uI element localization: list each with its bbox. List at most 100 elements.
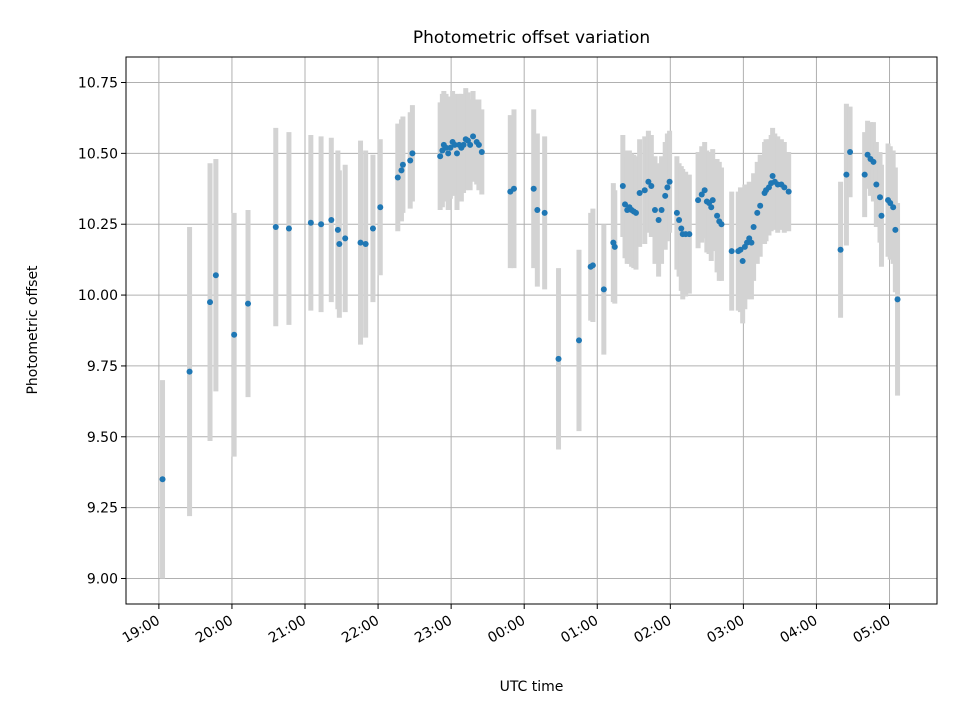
- data-point: [666, 178, 673, 185]
- data-point: [847, 148, 854, 155]
- data-point: [407, 157, 414, 164]
- y-tick-label: 10.50: [78, 146, 118, 162]
- data-point: [785, 188, 792, 195]
- y-tick-label: 9.00: [87, 571, 118, 587]
- data-point: [575, 337, 582, 344]
- y-axis-label: Photometric offset: [25, 265, 41, 395]
- data-point: [698, 191, 705, 198]
- data-point: [709, 197, 716, 204]
- data-point: [664, 184, 671, 191]
- data-point: [447, 144, 454, 151]
- data-point: [737, 246, 744, 253]
- data-point: [750, 224, 757, 231]
- data-point: [619, 182, 626, 189]
- data-point: [555, 355, 562, 362]
- data-point: [342, 235, 349, 242]
- data-point: [701, 187, 708, 194]
- data-point: [645, 178, 652, 185]
- data-point: [636, 190, 643, 197]
- data-point: [757, 202, 764, 209]
- data-point: [894, 296, 901, 303]
- data-point: [460, 141, 467, 148]
- data-point: [622, 201, 629, 208]
- data-point: [398, 167, 405, 174]
- data-point: [870, 158, 877, 165]
- data-point: [231, 331, 238, 338]
- data-point: [754, 209, 761, 216]
- data-point: [589, 262, 596, 269]
- data-point: [714, 212, 721, 219]
- y-tick-label: 9.50: [87, 430, 118, 446]
- data-point: [285, 225, 292, 232]
- data-point: [212, 272, 219, 279]
- data-point: [887, 199, 894, 206]
- data-point: [451, 141, 458, 148]
- y-tick-label: 9.25: [87, 501, 118, 517]
- data-point: [245, 300, 252, 307]
- data-point: [357, 239, 364, 246]
- data-point: [655, 216, 662, 223]
- data-point: [611, 243, 618, 250]
- data-point: [843, 171, 850, 178]
- data-point: [658, 207, 665, 214]
- data-point: [328, 216, 335, 223]
- data-point: [362, 241, 369, 248]
- data-point: [861, 171, 868, 178]
- data-point: [475, 141, 482, 148]
- data-point: [651, 207, 658, 214]
- y-tick-label: 10.00: [78, 288, 118, 304]
- y-tick-label: 10.25: [78, 217, 118, 233]
- data-point: [159, 476, 166, 483]
- data-point: [534, 207, 541, 214]
- data-point: [186, 368, 193, 375]
- data-point: [837, 246, 844, 253]
- data-point: [467, 141, 474, 148]
- data-points: [159, 133, 901, 483]
- data-point: [437, 153, 444, 160]
- data-point: [739, 258, 746, 265]
- data-point: [769, 173, 776, 180]
- data-point: [695, 197, 702, 204]
- y-tick-label: 10.75: [78, 76, 118, 92]
- data-point: [272, 224, 279, 231]
- data-point: [877, 194, 884, 201]
- data-point: [748, 239, 755, 246]
- data-point: [781, 184, 788, 191]
- data-point: [334, 226, 341, 233]
- data-point: [510, 185, 517, 192]
- data-point: [541, 209, 548, 216]
- data-point: [409, 150, 416, 157]
- data-point: [873, 181, 880, 188]
- data-point: [307, 219, 314, 226]
- data-point: [676, 216, 683, 223]
- data-point: [632, 209, 639, 216]
- data-point: [318, 221, 325, 228]
- y-axis-ticks: 9.00 9.25 9.50 9.75 10.00 10.25 10.50 10.75: [78, 76, 126, 587]
- data-point: [453, 150, 460, 157]
- data-point: [399, 161, 406, 168]
- data-point: [662, 192, 669, 199]
- chart-title: Photometric offset variation: [413, 28, 650, 48]
- data-point: [641, 187, 648, 194]
- data-point: [377, 204, 384, 211]
- data-point: [718, 221, 725, 228]
- data-point: [336, 241, 343, 248]
- x-axis-label: UTC time: [500, 679, 564, 695]
- data-point: [686, 231, 693, 238]
- data-point: [728, 248, 735, 255]
- data-point: [530, 185, 537, 192]
- data-point: [648, 182, 655, 189]
- data-point: [443, 144, 450, 151]
- data-point: [890, 204, 897, 211]
- data-point: [892, 226, 899, 233]
- data-point: [878, 212, 885, 219]
- data-point: [394, 174, 401, 181]
- data-point: [600, 286, 607, 293]
- data-point: [478, 148, 485, 155]
- plot-frame: [125, 56, 938, 605]
- data-point: [369, 225, 376, 232]
- data-point: [864, 151, 871, 158]
- data-point: [470, 133, 477, 140]
- data-point: [673, 209, 680, 216]
